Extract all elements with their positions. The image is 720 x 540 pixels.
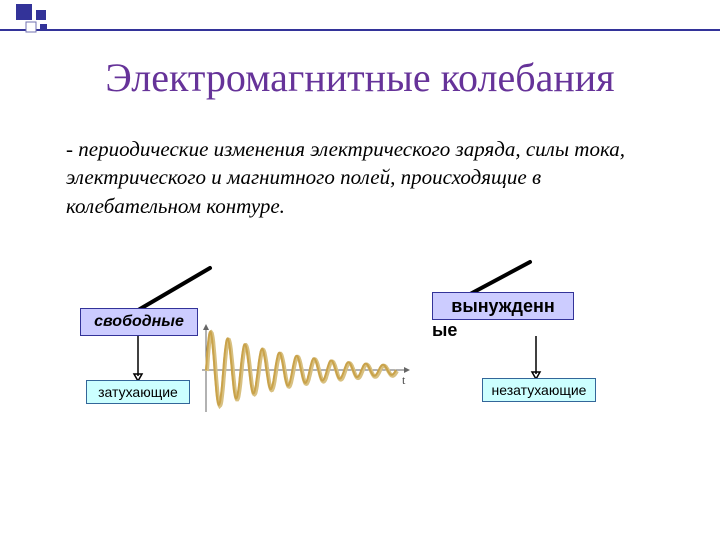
svg-text:t: t [402,373,406,387]
sub-undamped-box: незатухающие [482,378,596,402]
damped-wave-figure: t [188,322,412,423]
definition-text: - периодические изменения электрического… [66,135,670,220]
slide-title: Электромагнитные колебания [0,54,720,101]
slide-top-bar [0,0,720,36]
sub-damped-box: затухающие [86,380,190,404]
diagram-area: свободные вынужденн ые затухающие незату… [0,248,720,508]
category-forced-box: вынужденн [432,292,574,320]
damped-wave-svg: t [188,322,412,418]
title-text: Электромагнитные колебания [105,55,614,100]
category-forced-overflow: ые [432,320,457,341]
top-bar-graphic [0,0,720,36]
category-free-box: свободные [80,308,198,336]
